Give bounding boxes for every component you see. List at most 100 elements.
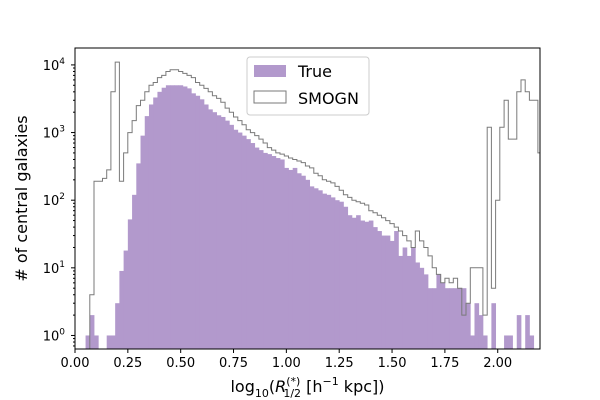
legend: True SMOGN	[246, 56, 370, 116]
true-bar	[216, 115, 222, 349]
y-tick-label: 100	[43, 327, 66, 344]
true-bar	[208, 109, 213, 349]
true-bar	[212, 112, 218, 350]
true-bar	[271, 156, 277, 349]
true-bar	[89, 315, 95, 349]
true-bar	[85, 335, 91, 349]
true-bar	[318, 190, 323, 349]
y-axis-label: # of central galaxies	[12, 115, 31, 281]
true-bar	[309, 186, 315, 349]
true-bar	[504, 335, 509, 349]
x-axis-label-units-exp: −1	[323, 375, 339, 388]
true-bar	[377, 231, 382, 349]
x-tick-label: 1.25	[325, 356, 354, 371]
true-bar	[178, 85, 184, 350]
true-bar	[432, 288, 437, 349]
x-axis-label-superscript: (*)	[286, 375, 300, 388]
x-tick-label: 0.25	[113, 356, 142, 371]
true-bar	[115, 303, 120, 349]
true-bar	[330, 197, 336, 349]
true-bar	[466, 303, 471, 349]
true-bar	[123, 250, 129, 349]
x-tick-label: 1.75	[430, 356, 459, 371]
true-bar	[419, 267, 425, 349]
x-axis-label-subscript: 1/2	[283, 387, 301, 400]
true-bar	[241, 135, 247, 349]
true-bar	[470, 335, 475, 349]
true-bar	[301, 175, 306, 349]
x-tick-label: 1.50	[378, 356, 407, 371]
true-bar	[373, 227, 378, 349]
legend-label-true: True	[297, 62, 332, 81]
true-bar	[203, 104, 209, 350]
true-bar	[195, 95, 201, 349]
true-bar	[284, 167, 289, 349]
true-bar	[381, 235, 387, 349]
true-bar	[508, 335, 513, 349]
true-bar	[389, 240, 395, 349]
true-bar	[237, 132, 243, 349]
true-bar	[402, 247, 408, 349]
x-tick-label: 2.00	[483, 356, 512, 371]
true-bar	[406, 255, 412, 349]
true-bar	[170, 85, 175, 350]
true-bar	[482, 335, 488, 349]
true-bar	[153, 97, 158, 349]
true-bar	[110, 335, 116, 349]
true-bar	[461, 288, 467, 349]
true-bar	[525, 315, 530, 349]
true-bar	[440, 282, 446, 349]
true-bar	[360, 220, 365, 349]
true-bar	[474, 303, 480, 349]
true-bar	[364, 221, 370, 349]
axes-frame	[74, 47, 541, 350]
true-bar	[263, 152, 268, 349]
true-bar	[343, 206, 349, 349]
true-bar	[144, 116, 150, 349]
true-bar	[436, 274, 442, 349]
true-bar	[233, 129, 239, 349]
x-axis-label-base: 10	[255, 387, 269, 400]
true-bar	[449, 288, 454, 349]
legend-swatch-true	[254, 65, 286, 77]
true-bar	[250, 143, 256, 349]
true-bar	[254, 147, 260, 349]
true-bar	[187, 88, 192, 349]
true-series-bars	[85, 85, 535, 350]
y-tick-label: 101	[43, 260, 65, 277]
true-bar	[423, 274, 429, 349]
true-bar	[127, 219, 133, 349]
true-bar	[292, 167, 298, 349]
true-bar	[191, 93, 196, 349]
true-bar	[326, 194, 332, 349]
true-bar	[385, 235, 391, 349]
true-bar	[267, 154, 272, 349]
true-bar	[296, 173, 302, 349]
true-bar	[174, 85, 179, 350]
true-bar	[106, 335, 112, 349]
x-axis-label-prefix: log	[230, 377, 254, 396]
true-bar	[491, 303, 497, 349]
true-bar	[351, 217, 357, 349]
x-tick-label: 1.00	[272, 356, 301, 371]
true-bar	[457, 288, 463, 349]
x-tick-label: 0.50	[166, 356, 195, 371]
x-axis-ticks: 0.00 0.25 0.50 0.75 1.00 1.25 1.50 1.75 2.00	[61, 349, 512, 371]
true-bar	[225, 120, 230, 349]
true-bar	[132, 194, 137, 349]
true-bar	[427, 288, 433, 349]
smogn-series-step-outline	[85, 61, 540, 350]
true-bar	[140, 135, 146, 349]
x-axis-label-units: [h	[301, 377, 322, 396]
plot-area	[74, 47, 541, 350]
true-bar	[182, 86, 188, 349]
true-bar	[368, 220, 374, 349]
true-bar	[94, 335, 99, 349]
true-bar	[516, 315, 522, 349]
true-bar	[334, 200, 340, 349]
true-bar	[119, 270, 125, 349]
x-axis-label-symbol: R	[275, 377, 286, 396]
true-bar	[313, 188, 319, 349]
legend-swatch-smogn	[253, 90, 287, 104]
true-bar	[148, 104, 154, 350]
